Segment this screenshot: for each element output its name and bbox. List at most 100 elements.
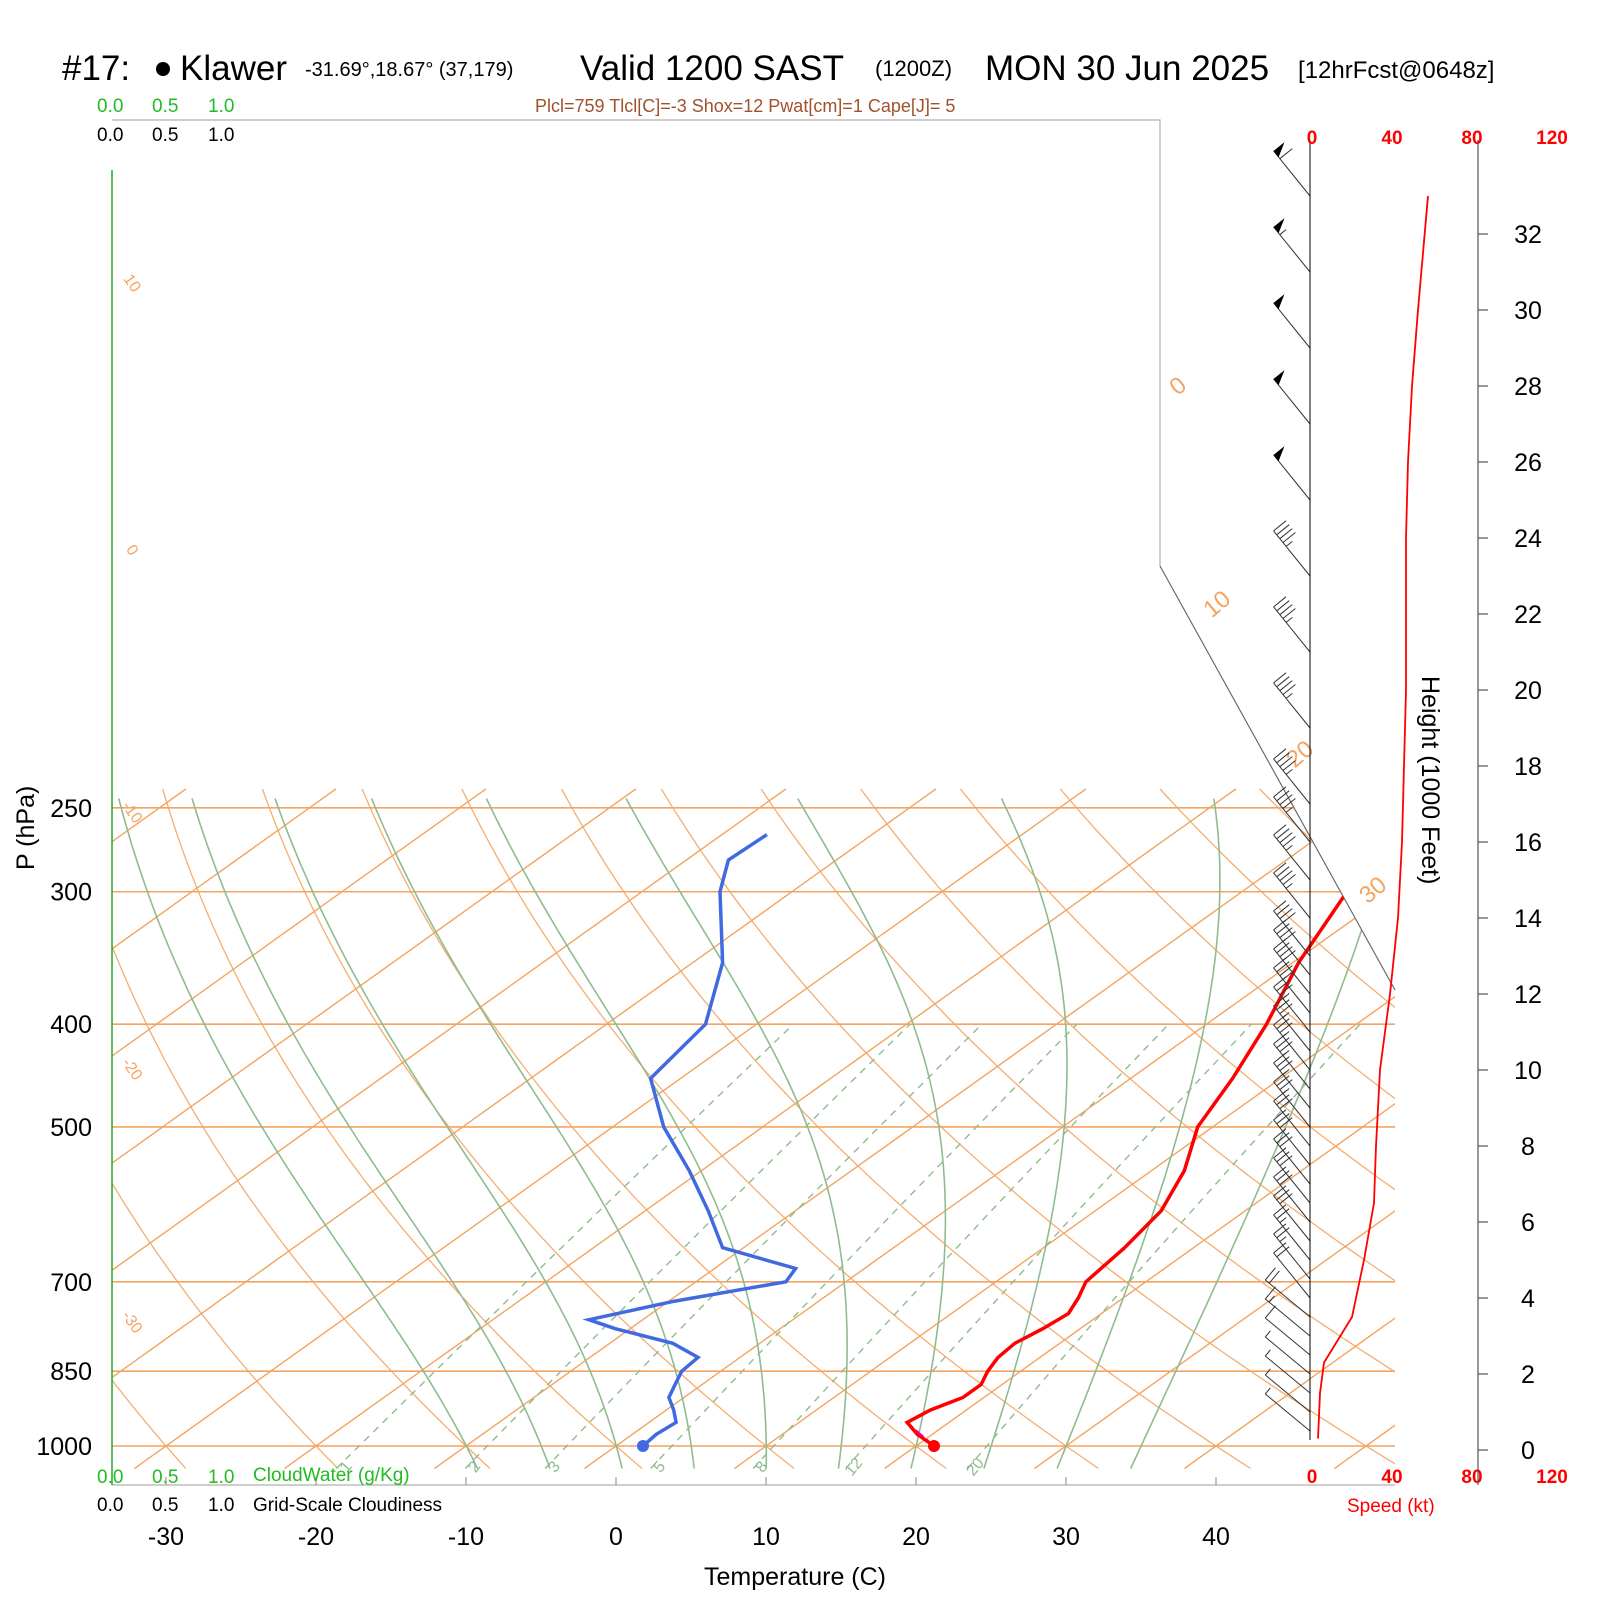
barb-staff bbox=[1264, 1374, 1311, 1413]
barb-flag bbox=[1279, 1174, 1293, 1186]
station-number: #17: bbox=[62, 49, 130, 88]
wind-barb bbox=[1273, 824, 1311, 881]
isotherm-label: -10 bbox=[118, 798, 145, 827]
forecast-info: [12hrFcst@0648z] bbox=[1298, 57, 1494, 84]
wind-barb bbox=[1264, 1286, 1311, 1337]
wind-barb bbox=[1273, 900, 1311, 957]
barb-staff bbox=[1273, 1100, 1311, 1147]
speed-axis-label: Speed (kt) bbox=[1347, 1496, 1435, 1517]
surface-dewpoint-point bbox=[637, 1440, 649, 1452]
isotherm-line bbox=[134, 788, 1087, 1470]
barb-staff bbox=[1264, 1298, 1311, 1337]
wind-barb bbox=[1273, 748, 1311, 805]
barb-flag bbox=[1276, 961, 1290, 973]
isotherm-label: 30 bbox=[1354, 871, 1392, 909]
wind-barb bbox=[1264, 1349, 1311, 1394]
barb-flag bbox=[1279, 1079, 1293, 1091]
speed-tick-label: 120 bbox=[1536, 128, 1568, 149]
barb-flag bbox=[1273, 672, 1287, 684]
mixing-ratio-label: 12 bbox=[842, 1455, 867, 1480]
wind-barb bbox=[1273, 1242, 1311, 1299]
temperature-axis: -30 -20 -10 0 10 20 30 40 bbox=[148, 1477, 1230, 1551]
moist-adiabat-line bbox=[625, 798, 848, 1469]
pressure-tick-label: 400 bbox=[50, 1011, 92, 1039]
wind-barb bbox=[1273, 1166, 1311, 1223]
barb-flag bbox=[1279, 1136, 1293, 1148]
barb-half-flag bbox=[1282, 1012, 1290, 1018]
barb-flag bbox=[1276, 1246, 1290, 1258]
moist-adiabat-line bbox=[118, 798, 479, 1469]
zulu-time: (1200Z) bbox=[875, 56, 952, 81]
mixing-ratio-line bbox=[464, 1023, 911, 1469]
isotherm-line bbox=[1184, 788, 1395, 1470]
barb-staff bbox=[1273, 454, 1311, 501]
isotherm-line bbox=[734, 788, 1395, 1470]
height-tick-label: 6 bbox=[1521, 1209, 1535, 1237]
barb-flag bbox=[1282, 608, 1296, 619]
barb-flag bbox=[1276, 942, 1290, 954]
height-tick-label: 18 bbox=[1514, 753, 1542, 781]
barb-flag bbox=[1279, 680, 1293, 692]
pressure-tick-label: 500 bbox=[50, 1114, 92, 1142]
wind-barb bbox=[1273, 862, 1311, 919]
barb-half-flag bbox=[1285, 769, 1293, 775]
barb-staff bbox=[1273, 1252, 1311, 1299]
wind-barb bbox=[1264, 1368, 1311, 1413]
barb-flag bbox=[1279, 1041, 1293, 1053]
barb-flag bbox=[1279, 604, 1293, 616]
moist-adiabat-line bbox=[1056, 798, 1221, 1469]
barb-half-flag bbox=[1264, 1368, 1271, 1376]
bottom-cloudiness-tick-0: 0.0 bbox=[97, 1495, 123, 1516]
wind-barbs bbox=[1264, 142, 1311, 1432]
barb-flag bbox=[1273, 1204, 1287, 1216]
isotherm-line bbox=[884, 788, 1395, 1470]
barb-flag bbox=[1279, 927, 1293, 939]
barb-flag bbox=[1279, 1060, 1293, 1072]
y-axis-label: P (hPa) bbox=[12, 786, 40, 870]
dry-adiabat-line bbox=[1559, 789, 1600, 1469]
barb-staff bbox=[1273, 1214, 1311, 1261]
barb-staff bbox=[1264, 1317, 1311, 1356]
speed-tick-label: 0 bbox=[1307, 128, 1318, 149]
barb-flag bbox=[1276, 790, 1290, 802]
surface-temperature-point bbox=[928, 1440, 940, 1452]
barb-staff bbox=[1273, 682, 1311, 729]
isotherm-label: -30 bbox=[118, 1308, 145, 1337]
bottom-cloudiness-tick-1: 0.5 bbox=[152, 1495, 178, 1516]
barb-flag bbox=[1279, 1022, 1293, 1034]
bottom-cloudiness-label: Grid-Scale Cloudiness bbox=[253, 1495, 442, 1516]
barb-half-flag bbox=[1282, 1088, 1290, 1094]
temperature-tick-label: 0 bbox=[609, 1523, 623, 1551]
isotherm-line bbox=[112, 788, 637, 1470]
barb-flag bbox=[1273, 786, 1287, 798]
dry-adiabat-line bbox=[261, 788, 795, 1470]
isotherm-line bbox=[584, 788, 1395, 1470]
barb-flag bbox=[1282, 798, 1296, 809]
height-tick-label: 2 bbox=[1521, 1361, 1535, 1389]
barb-flag bbox=[1273, 862, 1287, 874]
barb-flag bbox=[1276, 1075, 1290, 1087]
sounding-profiles bbox=[582, 833, 1375, 1452]
wind-barb bbox=[1264, 1330, 1311, 1375]
height-tick-label: 12 bbox=[1514, 981, 1542, 1009]
barb-staff bbox=[1273, 1233, 1311, 1280]
barb-flag bbox=[1273, 824, 1287, 836]
barb-half-flag bbox=[1285, 693, 1293, 699]
height-axis-label: Height (1000 Feet) bbox=[1416, 676, 1444, 884]
barb-flag bbox=[1273, 900, 1287, 912]
barb-flag bbox=[1279, 1155, 1293, 1167]
barb-half-flag bbox=[1279, 229, 1287, 236]
barb-staff bbox=[1273, 1024, 1311, 1071]
mixing-ratio-label: 5 bbox=[650, 1458, 669, 1476]
barb-staff bbox=[1273, 1005, 1311, 1052]
moist-adiabat-line bbox=[797, 798, 947, 1469]
chart-header: #17: Klawer -31.69°,18.67° (37,179) Vali… bbox=[62, 49, 1494, 116]
barb-flag bbox=[1282, 684, 1296, 695]
wind-barb bbox=[1273, 1128, 1311, 1185]
height-tick-label: 0 bbox=[1521, 1437, 1535, 1465]
barb-flag bbox=[1276, 1170, 1290, 1182]
barb-half-flag bbox=[1285, 617, 1293, 623]
barb-flag bbox=[1276, 866, 1290, 878]
